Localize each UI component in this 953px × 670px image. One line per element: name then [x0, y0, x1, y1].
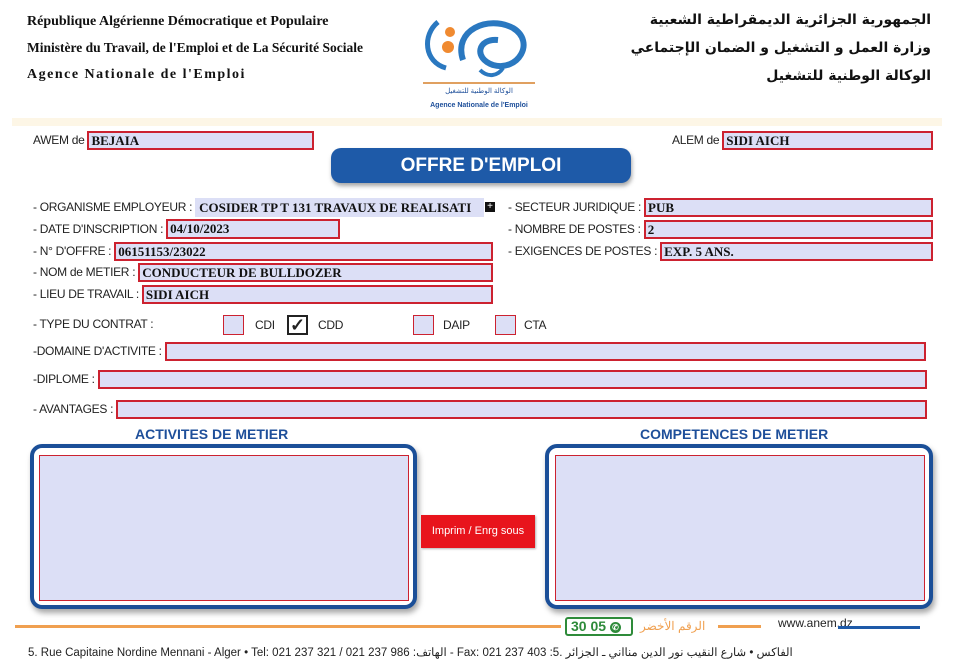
- organisme-label: - ORGANISME EMPLOYEUR :: [33, 200, 193, 214]
- footer-orange-line-2: [718, 625, 761, 628]
- competences-title: COMPETENCES DE METIER: [640, 426, 829, 442]
- avantages-field[interactable]: [116, 399, 927, 419]
- cta-label: CTA: [524, 318, 547, 332]
- alem-row: ALEM de SIDI AICH: [672, 130, 933, 150]
- expand-plus-icon[interactable]: +: [485, 202, 495, 212]
- lieu-field[interactable]: SIDI AICH: [141, 284, 493, 304]
- postes-field[interactable]: 2: [643, 219, 933, 239]
- footer-blue-line: [838, 626, 920, 629]
- cdd-label: CDD: [318, 318, 344, 332]
- metier-label: - NOM de METIER :: [33, 265, 136, 279]
- avantages-label: - AVANTAGES :: [33, 402, 114, 416]
- organisme-row: - ORGANISME EMPLOYEUR : COSIDER TP T 131…: [33, 197, 495, 217]
- date-label: - DATE D'INSCRIPTION :: [33, 222, 164, 236]
- competences-textarea[interactable]: [555, 455, 925, 601]
- green-number-badge: 30 05 ✆: [565, 617, 633, 636]
- daip-label: DAIP: [443, 318, 470, 332]
- header-ar-line1: الجمهورية الجزائرية الديمقراطية الشعبية: [649, 12, 931, 28]
- logo-french-text: Agence Nationale de l'Emploi: [430, 102, 528, 109]
- checkbox-cdd[interactable]: ✓: [287, 315, 308, 335]
- secteur-row: - SECTEUR JURIDIQUE : PUB: [508, 197, 933, 217]
- contrat-label: - TYPE DU CONTRAT :: [33, 317, 154, 331]
- exigences-field[interactable]: EXP. 5 ANS.: [660, 241, 933, 261]
- organisme-field[interactable]: COSIDER TP T 131 TRAVAUX DE REALISATI: [195, 197, 484, 217]
- phone-icon: ✆: [609, 622, 621, 633]
- diplome-label: -DIPLOME :: [33, 372, 95, 386]
- diplome-row: -DIPLOME :: [33, 369, 927, 389]
- competences-box: [545, 444, 933, 609]
- anem-logo: الوكالة الوطنية للتشغيل Agence Nationale…: [418, 10, 540, 114]
- footer-address: 5. Rue Capitaine Nordine Mennani - Alger…: [28, 647, 793, 659]
- activites-box: [30, 444, 417, 609]
- postes-label: - NOMBRE DE POSTES :: [508, 222, 641, 236]
- exigences-label: - EXIGENCES DE POSTES :: [508, 244, 658, 258]
- checkbox-daip[interactable]: [413, 315, 434, 335]
- green-number-label: الرقم الأخضر: [640, 619, 706, 633]
- header-fr-line2: Ministère du Travail, de l'Emploi et de …: [27, 40, 363, 55]
- header-ar-line2: وزارة العمل و التشغيل و الضمان الإجتماعي: [630, 40, 931, 56]
- header-fr-line1: République Algérienne Démocratique et Po…: [27, 14, 329, 29]
- domaine-label: -DOMAINE D'ACTIVITE :: [33, 344, 162, 358]
- postes-row: - NOMBRE DE POSTES : 2: [508, 219, 933, 239]
- page-title: OFFRE D'EMPLOI: [331, 148, 631, 183]
- awem-field[interactable]: BEJAIA: [87, 130, 314, 150]
- exigences-row: - EXIGENCES DE POSTES : EXP. 5 ANS.: [508, 241, 933, 261]
- lieu-row: - LIEU DE TRAVAIL : SIDI AICH: [33, 284, 493, 304]
- checkbox-cdi[interactable]: [223, 315, 244, 335]
- alem-label: ALEM de: [672, 133, 720, 147]
- offre-field[interactable]: 06151153/23022: [114, 241, 493, 261]
- offre-label: - N° D'OFFRE :: [33, 244, 112, 258]
- offre-row: - N° D'OFFRE : 06151153/23022: [33, 241, 493, 261]
- footer-orange-line: [15, 625, 561, 628]
- awem-row: AWEM de BEJAIA: [33, 130, 314, 150]
- activites-title: ACTIVITES DE METIER: [135, 426, 289, 442]
- avantages-row: - AVANTAGES :: [33, 399, 927, 419]
- alem-field[interactable]: SIDI AICH: [722, 130, 933, 150]
- awem-label: AWEM de: [33, 133, 85, 147]
- print-save-button[interactable]: Imprim / Enrg sous: [421, 515, 535, 548]
- logo-arabic-text: الوكالة الوطنية للتشغيل: [445, 88, 513, 95]
- anem-logo-icon: [425, 20, 527, 77]
- diplome-field[interactable]: [97, 369, 927, 389]
- activites-textarea[interactable]: [39, 455, 409, 601]
- domaine-field[interactable]: [164, 341, 926, 361]
- date-row: - DATE D'INSCRIPTION : 04/10/2023: [33, 219, 341, 239]
- metier-field[interactable]: CONDUCTEUR DE BULLDOZER: [138, 262, 493, 282]
- cdi-label: CDI: [255, 318, 275, 332]
- domaine-row: -DOMAINE D'ACTIVITE :: [33, 341, 926, 361]
- website-link[interactable]: www.anem.dz: [778, 616, 853, 630]
- secteur-label: - SECTEUR JURIDIQUE :: [508, 200, 642, 214]
- header-ar-line3: الوكالة الوطنية للتشغيل: [766, 68, 931, 84]
- secteur-field[interactable]: PUB: [644, 197, 933, 217]
- checkmark-icon: ✓: [289, 315, 306, 335]
- green-number: 30 05: [571, 618, 607, 634]
- lieu-label: - LIEU DE TRAVAIL :: [33, 287, 139, 301]
- contrat-row: - TYPE DU CONTRAT :: [33, 314, 156, 334]
- metier-row: - NOM de METIER : CONDUCTEUR DE BULLDOZE…: [33, 262, 493, 282]
- date-field[interactable]: 04/10/2023: [166, 219, 341, 239]
- header-fr-line3: Agence Nationale de l'Emploi: [27, 67, 246, 82]
- header-divider: [12, 118, 942, 126]
- checkbox-cta[interactable]: [495, 315, 516, 335]
